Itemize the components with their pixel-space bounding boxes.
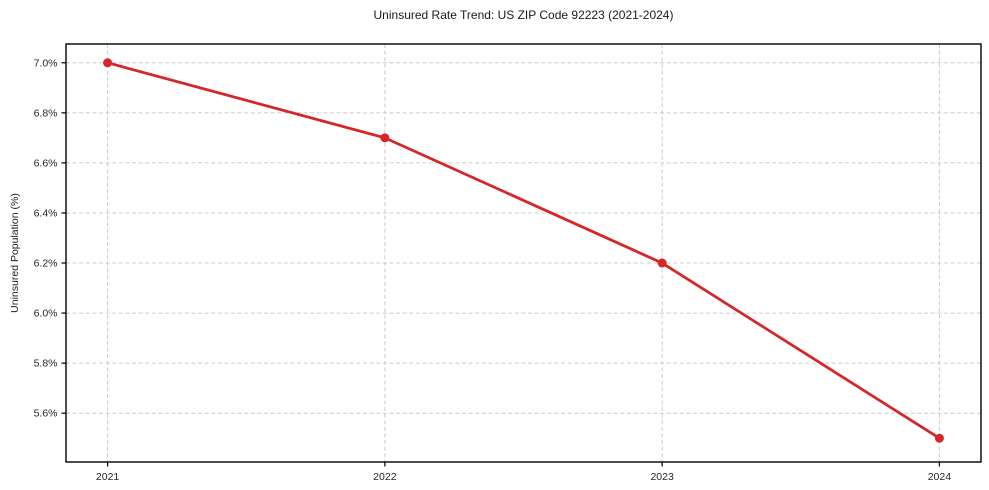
data-point: [934, 433, 944, 443]
y-tick-label: 6.0%: [34, 308, 58, 320]
data-point: [380, 133, 390, 143]
y-tick-label: 6.4%: [34, 207, 58, 219]
plot-border: [65, 43, 982, 463]
x-tick-label: 2023: [650, 471, 674, 483]
chart-title: Uninsured Rate Trend: US ZIP Code 92223 …: [373, 8, 674, 22]
y-tick-label: 6.2%: [34, 258, 58, 270]
data-point: [103, 58, 113, 68]
y-tick-label: 5.8%: [34, 358, 58, 370]
y-tick-label: 5.6%: [34, 408, 58, 420]
x-tick-label: 2022: [373, 471, 397, 483]
data-point: [657, 258, 667, 268]
trend-line: [106, 61, 941, 440]
x-tick-label: 2021: [96, 471, 120, 483]
y-tick-label: 7.0%: [34, 57, 58, 69]
y-tick-label: 6.6%: [34, 157, 58, 169]
y-tick-label: 6.8%: [34, 107, 58, 119]
x-tick-label: 2024: [928, 471, 952, 483]
